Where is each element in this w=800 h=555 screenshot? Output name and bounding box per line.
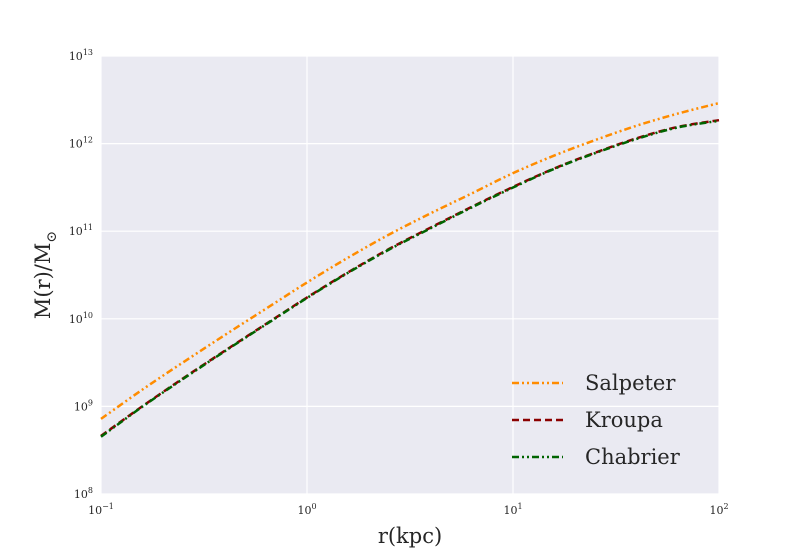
x-tick-exponent: 1 (517, 502, 522, 511)
y-tick-label: 1012 (69, 136, 93, 151)
y-tick-base: 10 (69, 225, 83, 238)
x-tick-exponent: 0 (311, 502, 316, 511)
y-tick-base: 10 (69, 138, 83, 151)
y-tick-base: 10 (74, 488, 88, 501)
legend-label-chabrier: Chabrier (585, 445, 681, 469)
y-tick-exponent: 12 (83, 136, 93, 145)
y-tick-exponent: 11 (83, 223, 93, 232)
x-tick-labels: 10−1 100 101 102 (88, 502, 728, 517)
x-axis-label: r(kpc) (378, 524, 442, 548)
x-tick-exponent: −1 (102, 502, 114, 511)
x-tick-exponent: 2 (723, 502, 728, 511)
x-tick-label: 102 (709, 502, 728, 517)
y-tick-label: 1011 (69, 223, 93, 238)
x-tick-label: 101 (503, 502, 522, 517)
y-tick-exponent: 10 (83, 311, 93, 320)
x-tick-base: 10 (297, 504, 311, 517)
y-tick-base: 10 (69, 50, 83, 63)
y-tick-label: 109 (74, 398, 93, 413)
y-tick-label: 1010 (69, 311, 93, 326)
plot-area (101, 56, 719, 494)
y-tick-base: 10 (74, 400, 88, 413)
y-tick-label: 108 (74, 486, 93, 501)
y-tick-exponent: 13 (83, 48, 93, 57)
x-tick-base: 10 (503, 504, 517, 517)
series-line-chabrier (100, 119, 720, 438)
y-tick-exponent: 8 (88, 486, 93, 495)
legend: Salpeter Kroupa Chabrier (512, 371, 681, 469)
y-tick-base: 10 (69, 313, 83, 326)
legend-label-kroupa: Kroupa (585, 408, 663, 432)
x-tick-label: 10−1 (88, 502, 114, 517)
series-line-salpeter (100, 101, 720, 420)
grid-layer (100, 55, 720, 495)
y-axis-label-main: M(r)/M (31, 243, 55, 320)
x-tick-label: 100 (297, 502, 316, 517)
y-axis-label: M(r)/M⊙ (31, 231, 60, 319)
y-axis-label-subscript: ⊙ (44, 231, 60, 243)
series-layer (100, 101, 720, 438)
legend-label-salpeter: Salpeter (585, 371, 676, 395)
y-tick-label: 1013 (69, 48, 93, 63)
y-tick-exponent: 9 (88, 398, 93, 407)
x-tick-base: 10 (88, 504, 102, 517)
x-tick-base: 10 (709, 504, 723, 517)
